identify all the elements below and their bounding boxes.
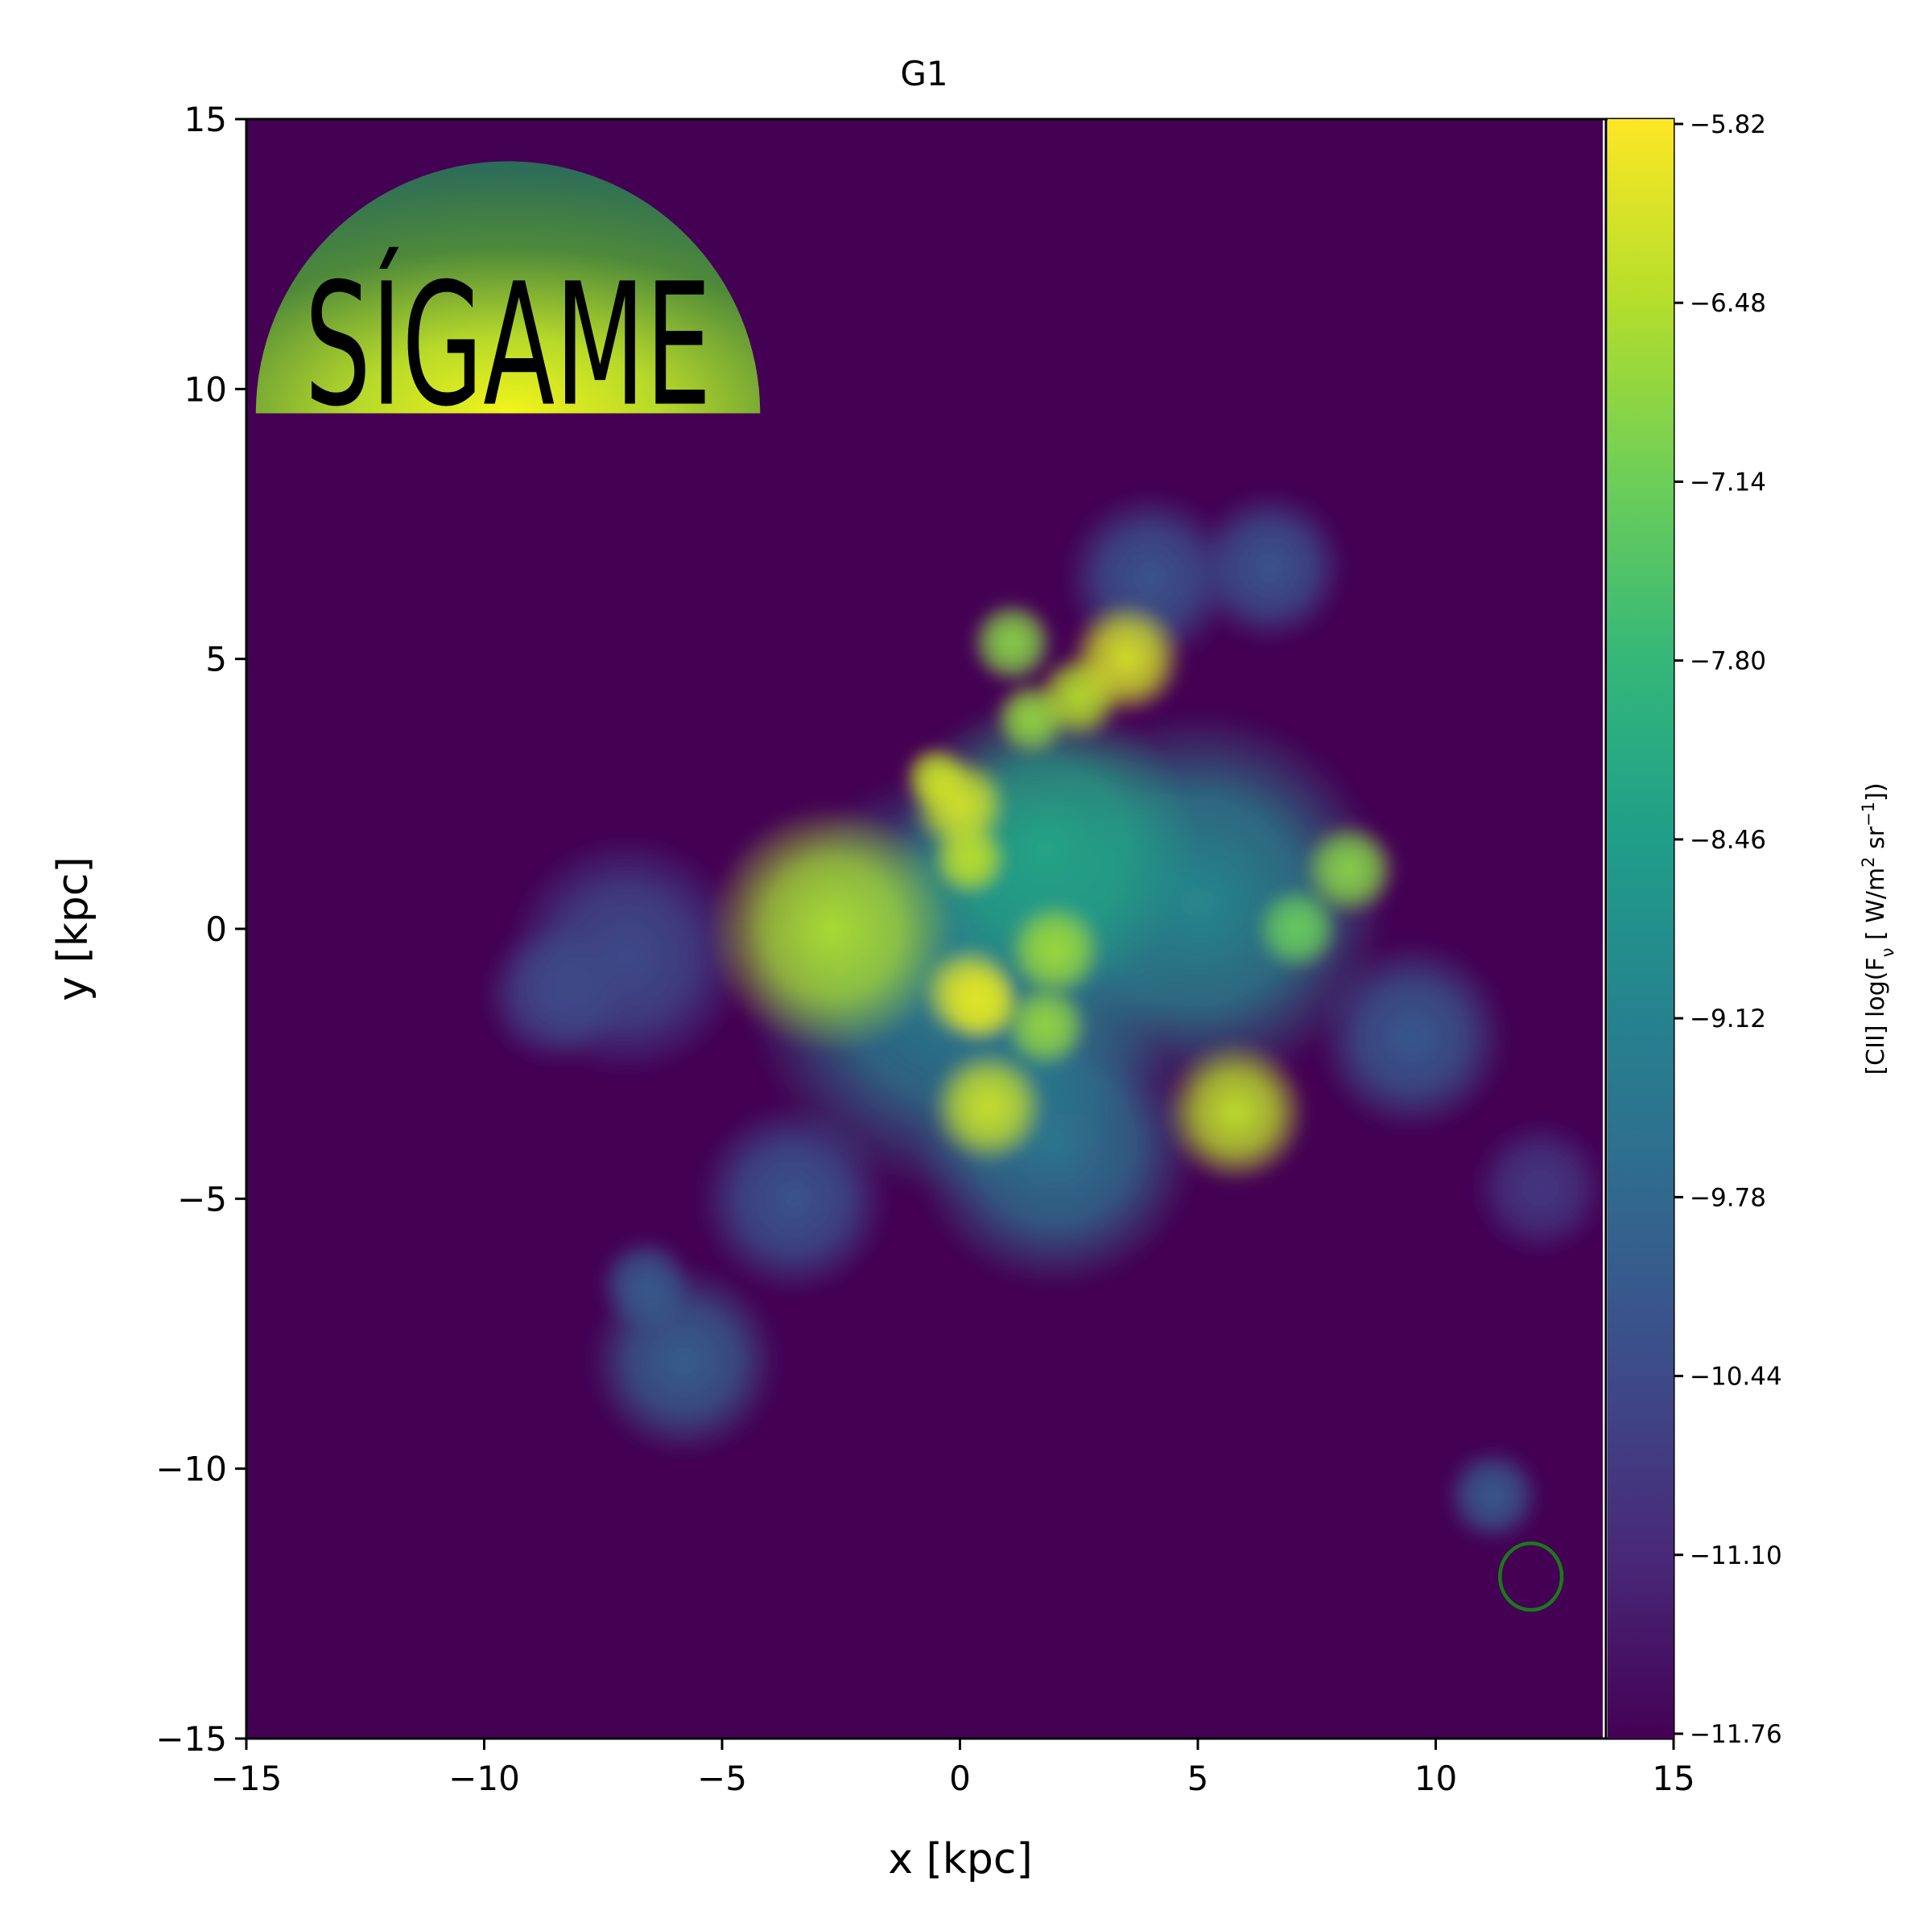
emission-feature xyxy=(1002,983,1089,1069)
colorbar: −5.82 −6.48 −7.14 −7.80 −8.46 −9.12 −9.78 −10.4… xyxy=(1604,110,1897,1749)
x-tick-label: −5 xyxy=(697,1759,747,1798)
emission-feature xyxy=(1069,601,1184,716)
emission-feature xyxy=(588,1265,779,1456)
x-axis-ticks: −15 −10 −5 0 5 10 15 xyxy=(211,1739,1695,1798)
emission-feature xyxy=(1302,822,1398,918)
colorbar-label: [CII] log(Fν [ W/m2 sr−1]) xyxy=(1859,782,1897,1075)
emission-feature xyxy=(508,836,746,1075)
emission-feature xyxy=(1254,885,1341,972)
emission-feature xyxy=(931,1050,1046,1165)
logo-text: SÍGAME xyxy=(304,246,712,444)
colorbar-tick-label: −9.12 xyxy=(1690,1005,1766,1033)
x-tick-label: 0 xyxy=(949,1759,971,1798)
emission-feature xyxy=(969,600,1055,686)
colorbar-tick-label: −11.10 xyxy=(1690,1541,1782,1570)
logo-dome xyxy=(255,161,761,414)
colorbar-tick-label: −9.78 xyxy=(1690,1183,1766,1212)
emission-feature xyxy=(1473,1121,1603,1255)
x-axis-label: x [kpc] xyxy=(888,1835,1033,1883)
y-tick-label: 10 xyxy=(184,369,227,409)
x-tick-label: −10 xyxy=(448,1759,520,1798)
y-tick-label: −5 xyxy=(177,1179,227,1219)
colorbar-tick-label: −8.46 xyxy=(1690,826,1766,855)
x-tick-label: 5 xyxy=(1187,1759,1209,1798)
emission-feature xyxy=(1445,1448,1541,1544)
plot-area: SÍGAME xyxy=(246,119,1603,1739)
y-tick-label: 15 xyxy=(184,100,227,139)
emission-feature xyxy=(922,946,1018,1042)
chart-title: G1 xyxy=(900,54,947,93)
emission-feature xyxy=(708,805,956,1053)
beam-ellipse xyxy=(1498,1541,1564,1612)
y-tick-label: −15 xyxy=(155,1719,227,1759)
colorbar-tick-label: −6.48 xyxy=(1690,289,1766,318)
colorbar-tick-label: −11.76 xyxy=(1690,1720,1782,1749)
colorbar-tick-label: −7.14 xyxy=(1690,468,1766,497)
colorbar-gradient xyxy=(1608,119,1674,1739)
x-tick-label: −15 xyxy=(211,1759,283,1798)
colorbar-ticks: −5.82 −6.48 −7.14 −7.80 −8.46 −9.12 −9.78 −10.4… xyxy=(1674,110,1782,1749)
emission-map xyxy=(484,491,1603,1544)
sigame-logo: SÍGAME xyxy=(255,161,761,444)
emission-feature xyxy=(1164,1041,1307,1184)
emission-feature xyxy=(912,757,1008,852)
colorbar-tick-label: −5.82 xyxy=(1690,110,1766,139)
y-axis-ticks: −15 −10 −5 0 5 10 15 xyxy=(155,100,246,1759)
y-tick-label: 0 xyxy=(205,910,227,949)
y-axis-label: y [kpc] xyxy=(49,856,97,1001)
colorbar-tick-label: −10.44 xyxy=(1690,1363,1782,1392)
x-tick-label: 15 xyxy=(1652,1759,1695,1798)
emission-feature xyxy=(1007,902,1103,998)
colorbar-tick-label: −7.80 xyxy=(1690,647,1766,676)
y-tick-label: −10 xyxy=(155,1450,227,1489)
y-tick-label: 5 xyxy=(205,640,227,679)
x-tick-label: 10 xyxy=(1414,1759,1457,1798)
